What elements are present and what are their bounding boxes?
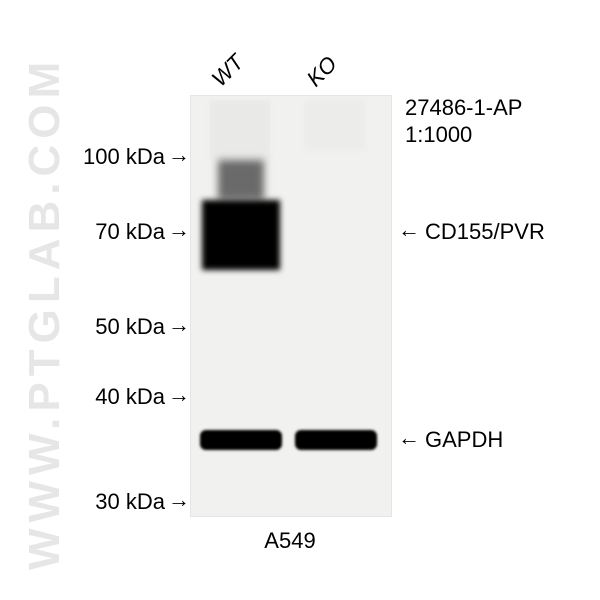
band-cd155-wt-tail xyxy=(218,160,264,200)
sample-label: A549 xyxy=(245,528,335,554)
band-gapdh-ko xyxy=(295,430,377,450)
mw-50: 50 kDa xyxy=(95,314,165,340)
mw-70: 70 kDa xyxy=(95,219,165,245)
target-gapdh: GAPDH xyxy=(425,427,503,453)
lane-wt-faint xyxy=(210,100,270,160)
cd155-arrow: ← xyxy=(398,219,420,241)
watermark-text: WWW.PTGLAB.COM xyxy=(20,56,70,570)
band-cd155-wt xyxy=(202,200,280,270)
band-gapdh-wt xyxy=(200,430,282,450)
lane-ko-faint xyxy=(305,100,365,150)
gapdh-arrow: ← xyxy=(398,427,420,449)
lane-label-wt: WT xyxy=(207,49,250,92)
lane-label-ko: KO xyxy=(302,51,343,92)
mw-70-arrow: → xyxy=(168,219,190,241)
mw-40-arrow: → xyxy=(168,384,190,406)
antibody-dilution: 1:1000 xyxy=(405,122,472,148)
mw-100-arrow: → xyxy=(168,144,190,166)
western-blot-figure: WWW.PTGLAB.COM WT KO 100 kDa → 70 kDa → … xyxy=(0,0,600,600)
mw-30-arrow: → xyxy=(168,489,190,511)
mw-40: 40 kDa xyxy=(95,384,165,410)
mw-30: 30 kDa xyxy=(95,489,165,515)
mw-100: 100 kDa xyxy=(83,144,165,170)
target-cd155: CD155/PVR xyxy=(425,219,545,245)
mw-50-arrow: → xyxy=(168,314,190,336)
antibody-catalog: 27486-1-AP xyxy=(405,95,522,121)
